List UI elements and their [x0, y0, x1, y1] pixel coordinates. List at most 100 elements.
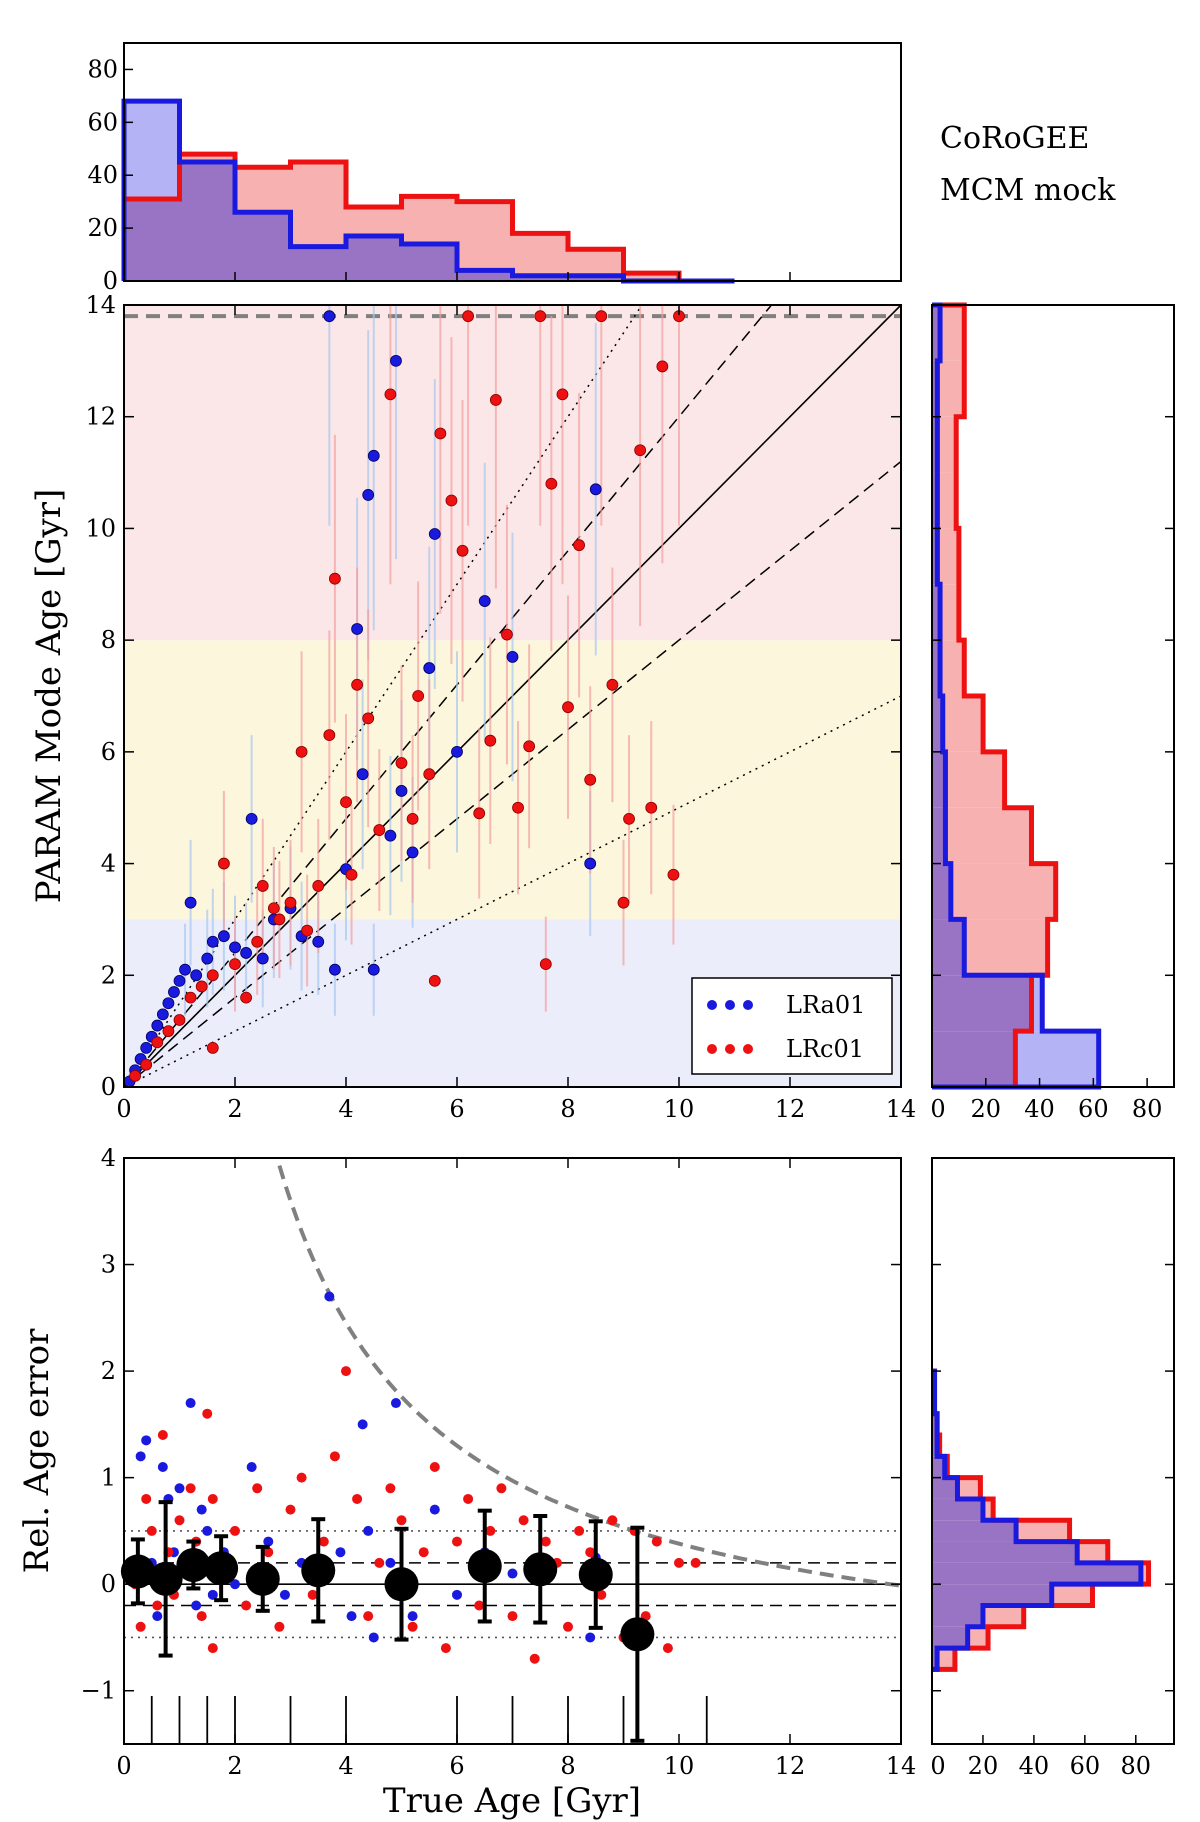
point-lra01: [584, 857, 597, 870]
top-histogram-overlap-bar: [401, 243, 457, 281]
y-tick-label: 80: [87, 55, 118, 83]
x-tick-label: 20: [968, 1752, 999, 1780]
histogram-excess-bar: [1031, 975, 1043, 1032]
histogram-excess-bar: [937, 472, 957, 529]
residual-point-lrc01: [496, 1483, 507, 1494]
top-histogram-excess-bar: [401, 196, 457, 244]
y-tick-label: 0: [101, 1570, 116, 1598]
reference-line-dashed: [123, 304, 773, 1088]
top-histogram-excess-bar: [290, 162, 346, 247]
point-lrc01: [512, 801, 524, 814]
point-lrc01: [328, 572, 341, 585]
residual-point-lra01: [390, 1398, 401, 1409]
histogram-overlap-bar: [932, 360, 938, 417]
x-tick-label: 2: [227, 1752, 242, 1780]
histogram-overlap-bar: [932, 807, 946, 864]
binned-mean-marker: [120, 1554, 155, 1589]
y-tick-label: 0: [101, 1073, 116, 1101]
residual-point-lrc01: [596, 1589, 607, 1600]
residual-point-lrc01: [374, 1557, 385, 1568]
histogram-overlap-bar: [932, 1541, 1078, 1563]
legend-label-lra01: LRa01: [786, 991, 865, 1019]
histogram-lra01-outline: [932, 1368, 1144, 1672]
residual-point-lra01: [429, 1504, 440, 1515]
histogram-excess-bar: [937, 528, 959, 585]
residual-point-lrc01: [540, 1536, 551, 1547]
residual-point-lra01: [263, 1536, 274, 1547]
x-tick-label: 10: [664, 1095, 695, 1123]
residual-point-lrc01: [329, 1451, 340, 1462]
y-tick-label: 2: [101, 961, 116, 989]
top-histogram-excess-bar: [179, 154, 235, 162]
histogram-overlap-bar: [932, 751, 946, 808]
residual-point-lrc01: [263, 1547, 274, 1558]
y-tick-label: 12: [85, 403, 116, 431]
histogram-excess-bar: [940, 305, 965, 361]
y-tick-label: 3: [101, 1251, 116, 1279]
point-lra01: [168, 986, 180, 998]
residual-point-lra01: [141, 1435, 152, 1446]
binned-mean-marker: [523, 1552, 558, 1587]
binned-mean-marker: [204, 1551, 239, 1586]
point-lrc01: [323, 729, 336, 741]
top-histogram-bars: [121, 98, 735, 284]
residual-point-lrc01: [385, 1483, 396, 1494]
residual-point-lrc01: [662, 1643, 673, 1654]
legend-marker-lrc01: [707, 1044, 717, 1054]
x-tick-label: 6: [449, 1095, 464, 1123]
annotation: CoRoGEE MCM mock: [940, 121, 1116, 208]
residual-point-lra01: [452, 1589, 462, 1600]
point-lra01: [156, 1008, 169, 1021]
histogram-overlap-bar: [932, 1584, 1052, 1606]
y-tick-label: −1: [81, 1677, 116, 1705]
point-lrc01: [284, 896, 297, 909]
point-lra01: [406, 846, 419, 859]
histogram-overlap-bar: [932, 1456, 945, 1478]
point-lrc01: [295, 745, 308, 758]
point-lrc01: [217, 857, 230, 870]
binned-mean-marker: [384, 1567, 419, 1602]
residual-point-lrc01: [307, 1589, 318, 1600]
x-tick-label: 10: [664, 1752, 695, 1780]
point-lrc01: [312, 880, 325, 892]
histogram-overlap-bar: [932, 1031, 1016, 1087]
histogram-excess-bar: [1016, 1520, 1070, 1542]
point-lrc01: [395, 757, 408, 769]
residual-point-lrc01: [241, 1600, 252, 1611]
residual-point-lra01: [324, 1291, 335, 1302]
top-histogram-excess-bar: [346, 206, 402, 237]
x-tick-label: 4: [338, 1752, 353, 1780]
residual-point-lrc01: [418, 1547, 429, 1558]
histogram-overlap-bar: [932, 584, 941, 641]
point-lrc01: [162, 1025, 175, 1038]
top-histogram-overlap-bar: [179, 162, 235, 281]
binned-mean-marker: [467, 1549, 502, 1584]
x-tick-label: 20: [971, 1095, 1002, 1123]
reference-line-dotted: [123, 304, 643, 1088]
x-tick-label: 40: [1019, 1752, 1050, 1780]
histogram-overlap-bar: [932, 863, 951, 920]
x-tick-label: 40: [1024, 1095, 1055, 1123]
point-lra01: [423, 662, 436, 674]
residual-point-lrc01: [185, 1483, 196, 1494]
residual-point-lra01: [185, 1398, 196, 1409]
histogram-overlap-bar: [932, 1562, 1141, 1585]
x-tick-label: 0: [116, 1095, 131, 1123]
point-lrc01: [351, 678, 364, 691]
histogram-overlap-bar: [932, 640, 941, 696]
residual-point-lrc01: [563, 1621, 573, 1632]
top-histogram-panel: 0 20 40 60 80: [87, 42, 902, 295]
x-tick-label: 80: [1121, 1752, 1152, 1780]
point-lra01: [201, 952, 214, 965]
legend-items: LRa01 LRc01: [707, 991, 865, 1063]
residual-scatter-frame: [123, 1157, 902, 1745]
right-histogram-residual-bars: [932, 1368, 1152, 1672]
point-lrc01: [195, 980, 208, 993]
histogram-overlap-bar: [932, 1648, 938, 1670]
residual-point-lra01: [152, 1611, 163, 1622]
residual-point-lrc01: [429, 1461, 440, 1472]
x-tick-label: 4: [338, 1095, 353, 1123]
residual-point-lrc01: [463, 1493, 474, 1504]
x-tick-label: 80: [1132, 1095, 1163, 1123]
